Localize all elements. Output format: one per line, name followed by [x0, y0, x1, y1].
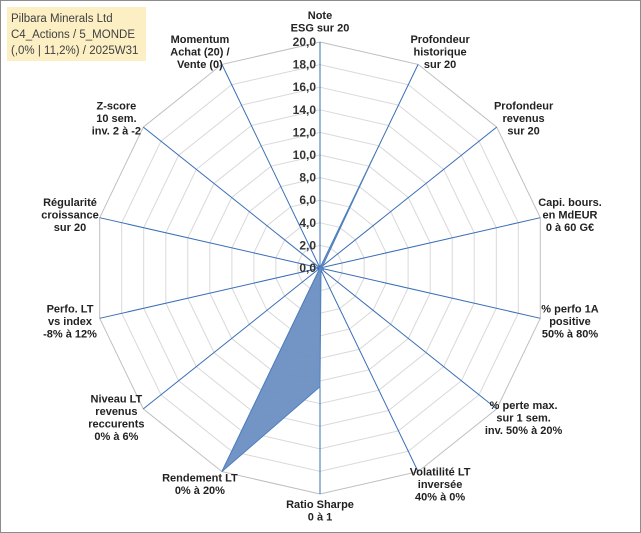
tick-label: 0,0 — [299, 261, 316, 275]
axis-label-line: Profondeur — [410, 34, 470, 46]
axis-label-line: Vente (0) — [177, 59, 223, 71]
axis-spoke — [319, 267, 541, 319]
axis-spoke — [221, 64, 321, 269]
period-info: (,0% | 11,2%) / 2025W31 — [11, 45, 139, 57]
axis-label-line: -8% à 12% — [43, 329, 97, 341]
chart-title-box: Pilbara Minerals Ltd C4_Actions / 5_MOND… — [7, 7, 146, 61]
tick-label: 8,0 — [299, 171, 316, 185]
axis-label-line: Z-score — [97, 101, 137, 113]
axis-label-line: Régularité — [43, 197, 97, 209]
axis-label-line: sur 20 — [54, 222, 86, 234]
axis-label-line: 0 à 60 G€ — [546, 222, 594, 234]
axis-label-line: % perfo 1A — [541, 304, 599, 316]
axis-label-line: Niveau LT — [91, 394, 143, 406]
axis-label-line: historique — [414, 47, 467, 59]
axis-label-line: revenus — [502, 113, 544, 125]
axis-label-line: Achat (20) / — [170, 47, 229, 59]
axis-spoke — [142, 267, 321, 410]
axis-label-line: inversée — [418, 479, 463, 491]
axis-label-line: % perte max. — [490, 400, 558, 412]
axis-label-line: Rendement LT — [162, 473, 238, 485]
axis-label-line: 0 à 1 — [308, 512, 332, 524]
tick-label: 2,0 — [299, 238, 316, 252]
data-area — [221, 154, 375, 472]
axis-label-line: inv. 50% à 20% — [485, 425, 563, 437]
axis-label-line: 50% à 80% — [542, 329, 598, 341]
axis-label-line: 0% à 20% — [175, 485, 225, 497]
axis-label-line: croissance — [41, 209, 98, 221]
tick-label: 14,0 — [293, 103, 317, 117]
axis-label-line: 10 sem. — [96, 113, 136, 125]
category-path: C4_Actions / 5_MONDE — [11, 29, 135, 41]
axis-label-line: revenus — [95, 406, 137, 418]
tick-label: 20,0 — [293, 35, 317, 49]
axis-spoke — [319, 126, 498, 269]
axis-spoke — [99, 217, 321, 269]
axis-label-line: Ratio Sharpe — [286, 499, 354, 511]
company-name: Pilbara Minerals Ltd — [11, 13, 113, 25]
tick-label: 16,0 — [293, 80, 317, 94]
axis-label-line: Volatilité LT — [410, 467, 471, 479]
axis-spoke — [319, 267, 498, 410]
axis-label-line: Profondeur — [494, 101, 554, 113]
axis-label-line: vs index — [48, 316, 93, 328]
tick-label: 6,0 — [299, 193, 316, 207]
tick-label: 12,0 — [293, 125, 317, 139]
axis-label-line: Perfo. LT — [47, 304, 94, 316]
axis-label-line: Capi. bours. — [538, 197, 602, 209]
axis-label-line: 0% à 6% — [94, 431, 138, 443]
axis-label-line: sur 1 sem. — [496, 412, 550, 424]
axis-label-line: Note — [308, 10, 332, 22]
axis-label-line: en MdEUR — [543, 209, 598, 221]
axis-label: Rendement LT0% à 20% — [162, 473, 238, 498]
tick-label: 10,0 — [293, 148, 317, 162]
tick-label: 4,0 — [299, 216, 316, 230]
tick-label: 18,0 — [293, 58, 317, 72]
axis-label-line: sur 20 — [507, 126, 539, 138]
axis-label-line: 40% à 0% — [415, 492, 465, 504]
axis-label-line: sur 20 — [424, 59, 456, 71]
axis-label: % perte max.sur 1 sem.inv. 50% à 20% — [485, 400, 563, 437]
axis-spoke — [99, 267, 321, 319]
axis-label-line: reccurents — [88, 419, 144, 431]
axis-label-line: positive — [549, 316, 591, 328]
axis-label-line: Momentum — [171, 34, 230, 46]
axis-spoke — [319, 217, 541, 269]
axis-label-line: ESG sur 20 — [291, 23, 350, 35]
axis-label-line: inv. 2 à -2 — [92, 126, 141, 138]
axis-spoke — [319, 267, 419, 472]
